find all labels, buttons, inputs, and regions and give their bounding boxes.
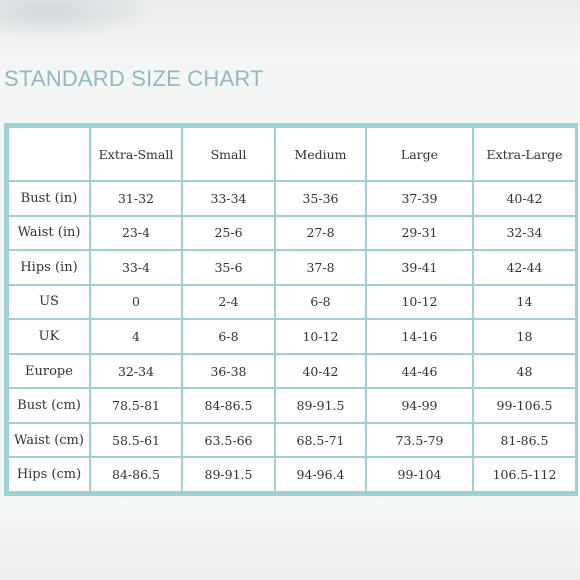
table-cell: 14-16 [365,318,474,355]
table-cell: 40-42 [274,352,367,390]
row-label: Hips (cm) [7,456,91,493]
row-label: Europe [7,352,91,390]
table-cell: 73.5-79 [365,421,474,459]
table-cell: 0 [89,283,183,321]
background-photo-top [0,0,580,62]
table-cell: 37-39 [365,180,474,217]
table-cell: 84-86.5 [89,456,183,493]
table-cell: 99-106.5 [472,387,577,424]
table-cell: 78.5-81 [89,387,183,424]
table-row: Bust (in) 31-32 33-34 35-36 37-39 40-42 [7,180,577,217]
header-cell: Large [365,126,474,182]
header-cell: Medium [274,126,367,182]
table-cell: 89-91.5 [181,456,276,493]
table-cell: 94-99 [365,387,474,424]
table-cell: 27-8 [274,214,367,252]
table-cell: 89-91.5 [274,387,367,424]
table-cell: 84-86.5 [181,387,276,424]
size-table: Extra-Small Small Medium Large Extra-Lar… [7,126,577,493]
table-cell: 68.5-71 [274,421,367,459]
table-row: Waist (cm) 58.5-61 63.5-66 68.5-71 73.5-79 81… [7,421,577,459]
table-cell: 2-4 [181,283,276,321]
table-cell: 81-86.5 [472,421,577,459]
row-label: US [7,283,91,321]
table-cell: 6-8 [274,283,367,321]
header-cell: Small [181,126,276,182]
header-cell [7,126,91,182]
table-cell: 33-34 [181,180,276,217]
row-label: Waist (cm) [7,421,91,459]
table-cell: 48 [472,352,577,390]
table-cell: 10-12 [274,318,367,355]
table-cell: 10-12 [365,283,474,321]
table-row: Hips (in) 33-4 35-6 37-8 39-41 42-44 [7,249,577,286]
table-cell: 25-6 [181,214,276,252]
table-cell: 37-8 [274,249,367,286]
table-row: UK 4 6-8 10-12 14-16 18 [7,318,577,355]
table-row: US 0 2-4 6-8 10-12 14 [7,283,577,321]
table-cell: 106.5-112 [472,456,577,493]
table-cell: 39-41 [365,249,474,286]
table-cell: 40-42 [472,180,577,217]
table-cell: 14 [472,283,577,321]
table-row: Hips (cm) 84-86.5 89-91.5 94-96.4 99-104 106.… [7,456,577,493]
size-chart: Extra-Small Small Medium Large Extra-Lar… [4,123,578,496]
row-label: Waist (in) [7,214,91,252]
table-cell: 94-96.4 [274,456,367,493]
header-row: Extra-Small Small Medium Large Extra-Lar… [7,126,577,182]
row-label: Bust (cm) [7,387,91,424]
table-cell: 33-4 [89,249,183,286]
header-cell: Extra-Small [89,126,183,182]
header-cell: Extra-Large [472,126,577,182]
table-cell: 29-31 [365,214,474,252]
table-cell: 32-34 [472,214,577,252]
table-cell: 99-104 [365,456,474,493]
table-row: Bust (cm) 78.5-81 84-86.5 89-91.5 94-99 99-10… [7,387,577,424]
table-row: Europe 32-34 36-38 40-42 44-46 48 [7,352,577,390]
table-cell: 63.5-66 [181,421,276,459]
row-label: UK [7,318,91,355]
table-cell: 36-38 [181,352,276,390]
row-label: Hips (in) [7,249,91,286]
table-cell: 44-46 [365,352,474,390]
table-cell: 32-34 [89,352,183,390]
table-row: Waist (in) 23-4 25-6 27-8 29-31 32-34 [7,214,577,252]
table-cell: 31-32 [89,180,183,217]
row-label: Bust (in) [7,180,91,217]
table-cell: 23-4 [89,214,183,252]
page-title: STANDARD SIZE CHART [4,66,264,91]
table-cell: 18 [472,318,577,355]
table-cell: 42-44 [472,249,577,286]
table-cell: 4 [89,318,183,355]
table-cell: 35-36 [274,180,367,217]
background-photo-bottom [0,500,580,580]
table-cell: 58.5-61 [89,421,183,459]
table-cell: 35-6 [181,249,276,286]
table-cell: 6-8 [181,318,276,355]
